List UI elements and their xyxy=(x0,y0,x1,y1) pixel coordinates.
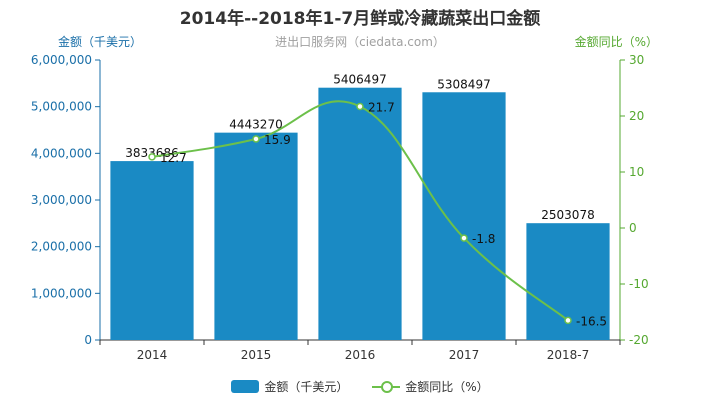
y-left-tick-label: 6,000,000 xyxy=(31,53,92,67)
y-right-tick-label: 20 xyxy=(629,109,644,123)
yoy-value-label: 21.7 xyxy=(368,100,395,114)
chart-subtitle: 进出口服务网（ciedata.com） xyxy=(275,35,445,49)
legend-label-yoy: 金额同比（%） xyxy=(405,380,489,394)
yoy-point xyxy=(564,316,572,325)
bar-value-label: 2503078 xyxy=(541,208,594,222)
yoy-point xyxy=(252,135,260,143)
y-right-tick-label: -20 xyxy=(629,333,649,347)
bar-value-label: 5308497 xyxy=(437,77,490,91)
y-left-tick-label: 5,000,000 xyxy=(31,100,92,114)
x-tick-label: 2015 xyxy=(241,348,272,362)
y-right-tick-label: 10 xyxy=(629,165,644,179)
y-left-tick-label: 4,000,000 xyxy=(31,146,92,160)
yoy-point xyxy=(356,102,364,111)
yoy-line xyxy=(151,100,569,322)
legend-item-yoy[interactable]: 金额同比（%） xyxy=(372,378,489,395)
yoy-value-label: -1.8 xyxy=(472,232,495,246)
y-axis-right-label: 金额同比（%） xyxy=(574,35,658,49)
chart-title: 2014年--2018年1-7月鲜或冷藏蔬菜出口金额 xyxy=(179,9,541,29)
y-left-tick-label: 1,000,000 xyxy=(31,286,92,300)
bar xyxy=(110,161,194,340)
bar xyxy=(214,132,298,340)
y-left-tick-label: 2,000,000 xyxy=(31,240,92,254)
y-right-tick-label: -10 xyxy=(629,277,649,291)
yoy-value-label: -16.5 xyxy=(576,314,607,328)
x-tick-label: 2018-7 xyxy=(547,348,590,362)
x-tick-label: 2017 xyxy=(449,348,480,362)
legend-label-amount: 金额（千美元） xyxy=(264,380,349,394)
bar xyxy=(422,92,506,340)
yoy-point xyxy=(148,153,156,161)
yoy-value-label: 12.7 xyxy=(160,151,187,165)
y-right-tick-label: 0 xyxy=(629,221,637,235)
y-axis-left-label: 金额（千美元） xyxy=(58,35,143,49)
bar xyxy=(318,87,402,340)
legend: 金额（千美元） 金额同比（%） xyxy=(0,378,720,396)
x-tick-label: 2016 xyxy=(345,348,376,362)
y-left-tick-label: 0 xyxy=(84,333,92,347)
legend-line-swatch xyxy=(372,380,401,393)
x-tick-label: 2014 xyxy=(137,348,168,362)
bar-value-label: 3833686 xyxy=(125,146,178,160)
bar-value-label: 5406497 xyxy=(333,73,386,87)
legend-bar-swatch xyxy=(231,380,260,393)
y-left-tick-label: 3,000,000 xyxy=(31,193,92,207)
bar-value-label: 4443270 xyxy=(229,118,282,132)
yoy-point xyxy=(460,234,468,242)
legend-item-amount[interactable]: 金额（千美元） xyxy=(231,378,348,395)
y-right-tick-label: 30 xyxy=(629,53,644,67)
yoy-value-label: 15.9 xyxy=(264,133,291,147)
